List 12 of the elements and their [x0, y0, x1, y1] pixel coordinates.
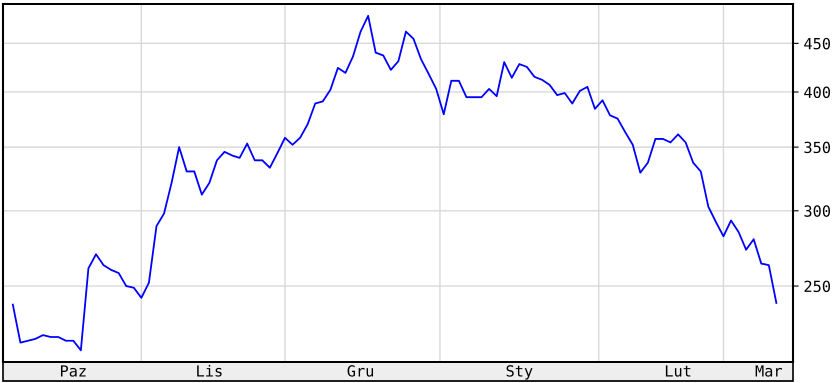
y-tick-label: 450 [804, 38, 830, 50]
x-tick-label: Lut [666, 365, 690, 377]
x-tick-label: Paz [60, 365, 86, 377]
y-tick-label: 300 [804, 205, 830, 217]
x-tick-label: Sty [506, 365, 533, 380]
y-tick-label: 400 [804, 86, 830, 98]
y-tick-label: 250 [804, 280, 830, 292]
line-series [12, 14, 778, 352]
x-tick-label: Lis [197, 364, 222, 377]
x-tick-label: Mar [756, 365, 782, 377]
y-tick-label: 350 [804, 142, 830, 154]
x-tick-label: Gru [348, 365, 374, 377]
